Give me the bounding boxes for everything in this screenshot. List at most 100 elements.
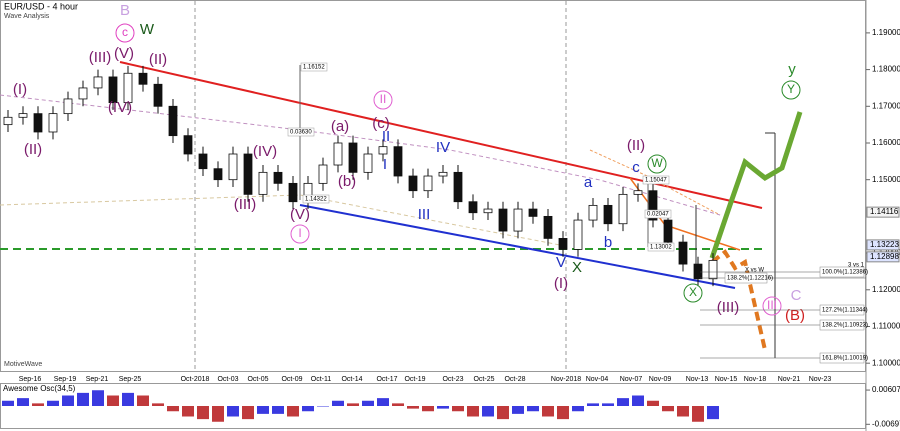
osc-bar [467, 406, 479, 417]
orange-projection [710, 249, 767, 351]
candle-body [63, 98, 73, 115]
measure-label: 1.15047 [645, 178, 667, 184]
candle-body [183, 135, 193, 155]
candle-body [663, 219, 673, 243]
osc-bar [377, 398, 389, 406]
price-marker-label: 1.12898 [870, 252, 899, 261]
osc-bar [287, 406, 299, 417]
wave-label: (V) [114, 45, 134, 62]
candle-body [168, 105, 178, 137]
candle-body [33, 113, 43, 133]
y-tick-label: 1.18000 [872, 65, 900, 74]
osc-bar [437, 406, 449, 409]
osc-bar [572, 406, 584, 412]
fib-box [724, 272, 768, 284]
measure-label: 0.02047 [647, 212, 669, 218]
x-tick-label: Nov-09 [649, 376, 672, 383]
x-tick-label: Sep-25 [119, 376, 142, 383]
candle-body [18, 113, 28, 118]
x-tick-label: Oct-19 [404, 376, 425, 383]
wave-circle [115, 23, 135, 43]
wave-label: (I) [13, 81, 27, 98]
wave-label: (II) [24, 141, 42, 158]
candle-body [213, 168, 223, 181]
osc-bar [107, 395, 119, 406]
osc-bar [617, 398, 629, 406]
candle-body [228, 153, 238, 181]
candle-body [393, 146, 403, 177]
osc-bar [92, 390, 104, 406]
footer: MotiveWave [4, 361, 42, 368]
x-tick-label: Oct-17 [376, 376, 397, 383]
candle-body [588, 204, 598, 221]
osc-bar [212, 406, 224, 422]
wave-label: X [572, 259, 582, 276]
osc-bar [2, 400, 14, 406]
price-marker-label: 1.13223 [870, 240, 899, 249]
osc-bar [257, 406, 269, 414]
wave-label: b [604, 234, 612, 251]
wave-label: II [382, 128, 390, 145]
candle-body [633, 190, 643, 195]
wave-label: III [418, 206, 431, 223]
wave-label: (b) [338, 173, 356, 190]
x-tick-label: Oct-28 [504, 376, 525, 383]
measure-label: 1.14322 [305, 197, 327, 203]
wave-label: W [140, 21, 155, 38]
fib-label: 161.8%(1.10019) [822, 356, 868, 362]
x-tick-label: Nov-13 [686, 376, 709, 383]
candle-body [333, 142, 343, 166]
osc-bar [452, 406, 464, 412]
osc-bar [347, 403, 359, 406]
osc-bar [482, 406, 494, 417]
osc-bar [407, 406, 419, 409]
wave-label: IV [436, 139, 450, 156]
osc-bar [17, 398, 29, 406]
candle-body [498, 208, 508, 232]
osc-bar [707, 406, 719, 420]
osc-bar [332, 400, 344, 406]
wave-label: (IV) [253, 143, 277, 160]
wave-circle [373, 90, 393, 110]
osc-bar [137, 395, 149, 406]
candle-body [693, 263, 703, 280]
fib-label: 3 vs 1 [848, 263, 865, 269]
fib-box [819, 352, 865, 364]
candle-body [123, 72, 133, 104]
fib-label: 138.2%(1.12216) [727, 276, 773, 282]
chart-title: EUR/USD - 4 hour [4, 1, 78, 11]
y-tick-label: 1.17000 [872, 101, 900, 110]
fib-label: 100.0%(1.12386) [822, 270, 868, 276]
wave-label: (II) [627, 137, 645, 154]
wave-label: (a) [331, 118, 349, 135]
y-tick-label: 1.19000 [872, 28, 900, 37]
wave-label: (II) [149, 51, 167, 68]
candle-body [408, 175, 418, 192]
green-projection [709, 111, 803, 259]
y-tick-label: 1.11000 [872, 322, 900, 331]
osc-bar [62, 395, 74, 406]
ma-line [0, 194, 561, 246]
x-tick-label: Oct-14 [341, 376, 362, 383]
channel-bottom [299, 204, 736, 289]
x-tick-label: Sep-19 [54, 376, 77, 383]
x-tick-label: Sep-16 [19, 376, 42, 383]
measure-label: 1.16152 [303, 65, 325, 71]
candle-body [108, 76, 118, 104]
candle-body [708, 260, 718, 280]
osc-bar [542, 406, 554, 417]
x-tick-label: Oct-03 [217, 376, 238, 383]
wave-label: W [651, 156, 663, 170]
measure-label: 1.13002 [650, 245, 672, 251]
osc-bar [632, 395, 644, 406]
measure-box [644, 209, 672, 219]
wave-circle [647, 154, 667, 174]
measure-box [642, 175, 670, 185]
ma-line [589, 149, 721, 216]
x-tick-label: Oct-05 [247, 376, 268, 383]
y-tick-label: 1.15000 [872, 175, 900, 184]
price-marker-box [866, 206, 900, 218]
candle-body [78, 87, 88, 100]
osc-bar [647, 400, 659, 406]
